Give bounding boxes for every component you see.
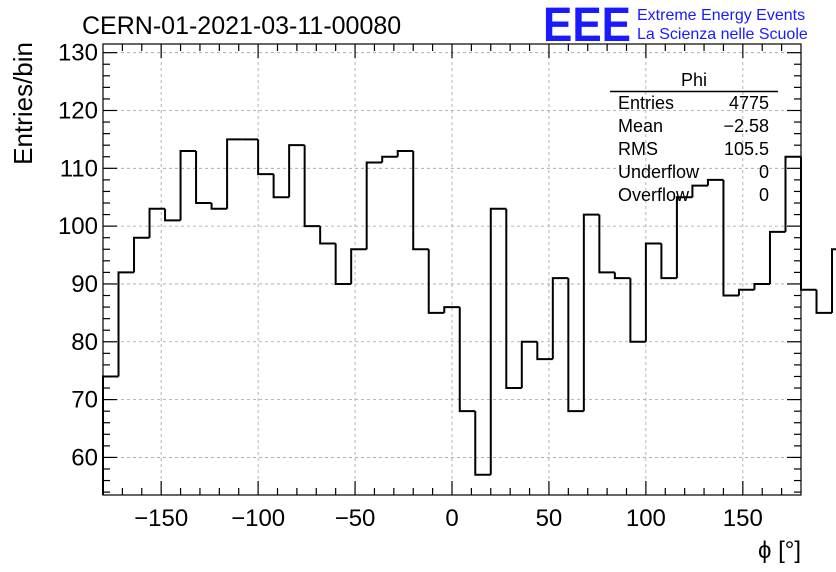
y-axis-title: Entries/bin: [8, 42, 38, 165]
histogram-bin: [210, 203, 228, 210]
logo-line-2: La Scienza nelle Scuole: [637, 26, 808, 43]
histogram-bin: [629, 278, 646, 343]
histogram-bin: [489, 207, 507, 475]
histogram-bin: [319, 226, 336, 245]
x-tick-label: −50: [335, 505, 376, 532]
stats-title: Phi: [681, 70, 707, 90]
stats-row-overflow: Overflow 0: [618, 185, 769, 205]
histogram-bars: [102, 138, 836, 495]
histogram-bin: [443, 306, 460, 313]
histogram-bin: [458, 307, 476, 413]
histogram-bin: [117, 271, 135, 377]
stats-label: Overflow: [618, 185, 690, 205]
histogram-bin: [412, 150, 429, 251]
stats-value: 4775: [729, 93, 769, 113]
histogram-bin: [831, 248, 836, 313]
logo-line-1: Extreme Energy Events: [637, 7, 805, 24]
y-tick-label: 70: [71, 387, 98, 414]
run-title: CERN-01-2021-03-11-00080: [82, 12, 401, 40]
histogram-bin: [800, 156, 817, 291]
histogram-bin: [520, 340, 538, 389]
eee-logo: EEE Extreme Energy Events La Scienza nel…: [543, 0, 808, 52]
histogram-bin: [598, 214, 615, 274]
histogram-bin: [644, 242, 662, 342]
histogram-bin: [334, 243, 352, 285]
histogram-bin: [257, 139, 274, 176]
y-tick-label: 90: [71, 271, 98, 298]
histogram-bin: [815, 289, 833, 314]
y-tick-label: 80: [71, 329, 98, 356]
x-tick-label: 50: [536, 505, 563, 532]
histogram-bin: [722, 179, 739, 297]
y-tick-label: 100: [58, 213, 98, 240]
stats-label: Underflow: [618, 162, 700, 182]
stats-label: RMS: [618, 139, 658, 159]
histogram-bin: [195, 150, 212, 205]
histogram-bin: [365, 161, 383, 250]
stats-label: Entries: [618, 93, 674, 113]
histogram-bin: [350, 248, 367, 284]
histogram-bin: [753, 282, 770, 290]
histogram-bin: [179, 149, 197, 221]
x-tick-label: −150: [134, 505, 188, 532]
histogram-bin: [675, 196, 693, 279]
stats-row-underflow: Underflow 0: [618, 162, 769, 182]
eee-logo-mark: EEE: [543, 0, 631, 52]
x-axis-tick-labels: −150 −100 −50 0 50 100 150: [134, 505, 763, 532]
y-tick-label: 120: [58, 97, 98, 124]
x-tick-label: −100: [231, 505, 285, 532]
histogram-bin: [660, 243, 677, 280]
x-axis-title: ϕ [°]: [758, 537, 801, 564]
grid-lines: [103, 44, 801, 495]
histogram-bin: [613, 272, 631, 280]
histogram-bin: [505, 208, 522, 390]
histogram-bin: [133, 236, 150, 273]
histogram-bin: [102, 375, 119, 495]
histogram-bin: [381, 155, 398, 163]
stats-value: 105.5: [724, 139, 769, 159]
stats-label: Mean: [618, 116, 663, 136]
histogram-bin: [737, 288, 755, 296]
stats-box: Phi Entries 4775 Mean −2.58 RMS 105.5 Un…: [610, 70, 778, 205]
y-axis-tick-labels: 60 70 80 90 100 110 120 130: [58, 40, 98, 472]
histogram-bin: [474, 411, 491, 476]
histogram-bin: [303, 145, 321, 228]
stats-value: 0: [759, 162, 769, 182]
histogram-bin: [536, 341, 553, 361]
histogram-bin: [691, 184, 708, 198]
histogram-bin: [551, 277, 569, 360]
histogram-bin: [706, 178, 724, 186]
x-tick-label: 150: [723, 505, 763, 532]
histogram-bin: [226, 138, 243, 209]
y-tick-label: 130: [58, 40, 98, 67]
histogram-bin: [164, 208, 181, 222]
histogram-bin: [272, 174, 290, 199]
stats-row-rms: RMS 105.5: [618, 139, 769, 159]
x-tick-label: 0: [445, 505, 458, 532]
histogram-bin: [582, 213, 600, 412]
histogram-bin: [396, 149, 414, 157]
histogram-bin: [288, 144, 305, 198]
y-axis-ticks: [103, 52, 801, 493]
y-tick-label: 110: [60, 155, 98, 182]
y-tick-label: 60: [71, 444, 98, 471]
x-axis-ticks: [121, 44, 783, 495]
x-tick-label: 100: [626, 505, 666, 532]
stats-row-entries: Entries 4775: [618, 93, 769, 113]
histogram-bin: [567, 278, 584, 413]
stats-row-mean: Mean −2.58: [618, 116, 769, 136]
histogram-bin: [148, 207, 166, 238]
histogram-bin: [768, 230, 786, 284]
stats-value: 0: [759, 185, 769, 205]
histogram-bin: [427, 249, 445, 314]
stats-value: −2.58: [723, 116, 769, 136]
